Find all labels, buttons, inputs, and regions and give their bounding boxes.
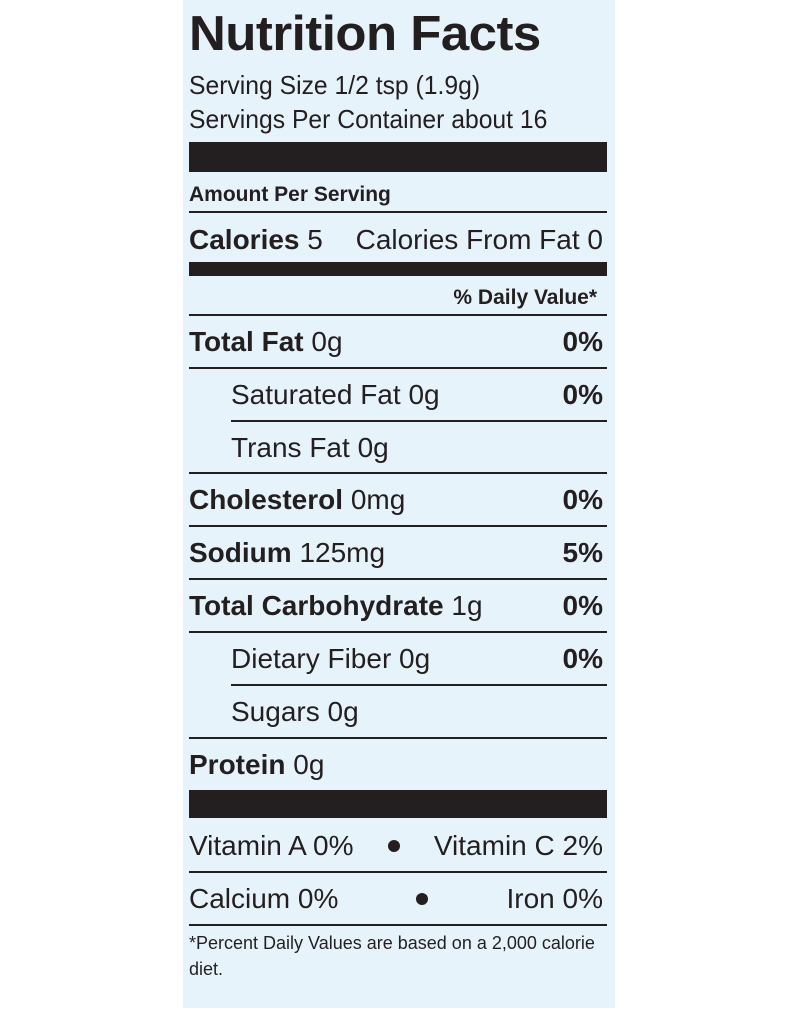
nutrient-row-total-carbohydrate: Total Carbohydrate 1g 0% (189, 582, 603, 630)
rule (189, 367, 607, 369)
nutrient-amount: 125mg (299, 537, 386, 568)
rule (189, 578, 607, 580)
footnote: *Percent Daily Values are based on a 2,0… (189, 933, 595, 979)
vitamin-right: Iron 0% (506, 883, 603, 914)
nutrient-dv: 5% (562, 537, 603, 568)
nutrient-name: Total Carbohydrate (189, 590, 444, 621)
rule (189, 871, 607, 873)
nutrient-amount: 0g (311, 326, 343, 357)
nutrient-amount: 0mg (350, 484, 406, 515)
calories-from-fat: Calories From Fat 0 (355, 224, 603, 255)
vitamin-left: Vitamin A 0% (189, 830, 354, 861)
rule (189, 631, 607, 633)
nutrient-row-cholesterol: Cholesterol 0mg 0% (189, 476, 603, 524)
nutrient-amount: 1g (451, 590, 483, 621)
rule (189, 737, 607, 739)
vitamin-row: Vitamin A 0% Vitamin C 2% (189, 822, 603, 870)
nutrient-name: Saturated Fat (231, 379, 401, 410)
medium-divider (189, 262, 607, 276)
nutrient-row-trans-fat: Trans Fat 0g (231, 424, 603, 472)
rule (189, 314, 607, 316)
nutrient-row-sodium: Sodium 125mg 5% (189, 529, 603, 577)
nutrient-amount: 0g (327, 696, 359, 727)
rule (189, 525, 607, 527)
bullet-icon (387, 840, 400, 852)
nutrient-name: Total Fat (189, 326, 304, 357)
bullet-icon (416, 893, 429, 905)
rule (189, 472, 607, 474)
nutrient-dv: 0% (562, 326, 603, 357)
nutrient-name: Sugars (231, 696, 320, 727)
servings-per-container: Servings Per Container about 16 (189, 104, 548, 134)
nutrient-name: Protein (189, 749, 286, 780)
nutrient-amount: 0g (408, 379, 440, 410)
nutrient-row-saturated-fat: Saturated Fat 0g 0% (231, 371, 603, 419)
rule (189, 211, 607, 213)
serving-size: Serving Size 1/2 tsp (1.9g) (189, 70, 481, 100)
nutrient-name: Sodium (189, 537, 292, 568)
rule (231, 684, 607, 686)
label-title: Nutrition Facts (189, 7, 541, 61)
daily-value-header: % Daily Value* (453, 286, 597, 309)
calories-row: Calories 5 Calories From Fat 0 (189, 216, 603, 264)
calories-value: 5 (307, 224, 323, 255)
nutrient-amount: 0g (399, 643, 431, 674)
nutrient-row-sugars: Sugars 0g (231, 688, 603, 736)
nutrient-row-dietary-fiber: Dietary Fiber 0g 0% (231, 635, 603, 683)
rule (189, 924, 607, 926)
nutrient-dv: 0% (562, 590, 603, 621)
thick-divider (189, 790, 607, 818)
thick-divider (189, 142, 607, 172)
nutrient-dv: 0% (562, 643, 603, 674)
nutrient-name: Trans Fat (231, 432, 350, 463)
amount-per-serving: Amount Per Serving (189, 183, 391, 206)
vitamin-left: Calcium 0% (189, 883, 339, 914)
nutrient-name: Dietary Fiber (231, 643, 392, 674)
nutrient-dv: 0% (562, 379, 603, 410)
calories-label: Calories (189, 224, 300, 255)
nutrition-label: Nutrition Facts Serving Size 1/2 tsp (1.… (183, 0, 615, 1008)
nutrient-name: Cholesterol (189, 484, 344, 515)
nutrient-row-protein: Protein 0g (189, 741, 603, 789)
nutrient-amount: 0g (293, 749, 325, 780)
rule (231, 420, 607, 422)
nutrient-row-total-fat: Total Fat 0g 0% (189, 318, 603, 366)
vitamin-right: Vitamin C 2% (433, 830, 603, 861)
nutrient-dv: 0% (562, 484, 603, 515)
nutrient-amount: 0g (357, 432, 389, 463)
vitamin-row: Calcium 0% Iron 0% (189, 875, 603, 923)
